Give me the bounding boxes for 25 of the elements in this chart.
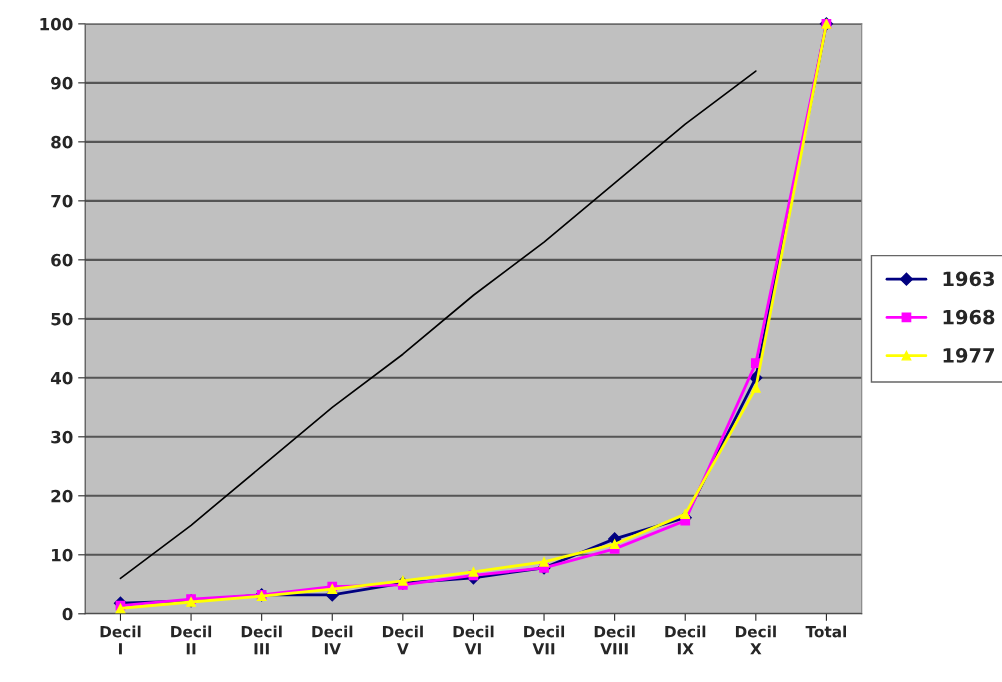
y-tick-label: 0	[62, 607, 73, 621]
x-tick-label: Total	[805, 625, 847, 638]
x-tick-label: Decil X	[735, 625, 776, 655]
y-tick-label: 10	[52, 548, 73, 562]
legend-label: 1977	[943, 348, 995, 363]
x-tick-label: Decil IX	[665, 625, 706, 655]
y-tick-label: 30	[51, 430, 73, 444]
y-tick-label: 90	[51, 76, 73, 90]
legend-label: 1963	[943, 271, 995, 287]
x-tick-label: Decil IV	[312, 625, 353, 655]
x-tick-label: Decil I	[100, 625, 141, 655]
x-tick-label: Decil V	[382, 625, 423, 655]
y-tick-label: 50	[51, 312, 73, 326]
x-tick-label: Decil III	[241, 625, 282, 655]
y-tick-label: 100	[40, 17, 73, 31]
y-tick-label: 60	[51, 253, 73, 267]
legend-label: 1968	[943, 309, 995, 325]
y-tick-label: 70	[51, 194, 73, 208]
x-tick-label: Decil II	[171, 625, 212, 655]
x-tick-label: Decil VIII	[594, 625, 635, 655]
y-tick-label: 20	[51, 489, 73, 503]
y-tick-label: 40	[50, 371, 73, 385]
x-tick-label: Decil VII	[524, 625, 565, 655]
y-tick-label: 80	[51, 135, 73, 149]
x-tick-label: Decil VI	[453, 625, 494, 655]
